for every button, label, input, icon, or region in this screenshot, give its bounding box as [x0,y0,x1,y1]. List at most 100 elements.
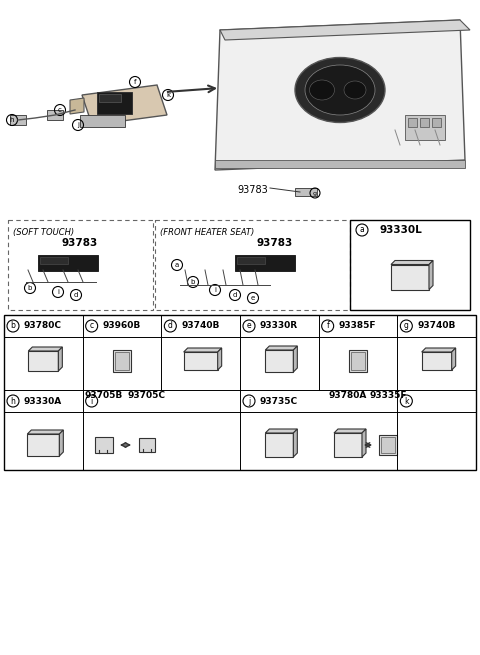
FancyBboxPatch shape [10,115,26,125]
Text: (FRONT HEATER SEAT): (FRONT HEATER SEAT) [160,228,254,237]
Text: 93780A: 93780A [329,390,367,400]
FancyBboxPatch shape [381,437,395,453]
Text: f: f [326,322,329,331]
Text: c: c [90,322,94,331]
Text: i: i [214,287,216,293]
Text: 93330L: 93330L [380,225,423,235]
Bar [350,220,470,310]
Polygon shape [184,348,222,352]
Text: 93740B: 93740B [181,322,220,331]
Ellipse shape [295,58,385,122]
Text: 93705C: 93705C [128,390,166,400]
Ellipse shape [305,65,375,115]
FancyBboxPatch shape [38,255,98,271]
Text: j: j [77,122,79,128]
Polygon shape [362,429,366,457]
FancyBboxPatch shape [379,435,397,455]
FancyBboxPatch shape [115,352,129,370]
FancyBboxPatch shape [215,160,465,168]
Text: 93330R: 93330R [260,322,298,331]
Polygon shape [27,430,63,434]
Text: h: h [11,396,15,405]
Text: a: a [175,262,179,268]
Text: b: b [11,322,15,331]
FancyBboxPatch shape [265,433,293,457]
Text: b: b [28,285,32,291]
Polygon shape [391,261,433,265]
Text: 93330A: 93330A [24,396,62,405]
Text: 93783: 93783 [62,238,98,248]
Text: g: g [313,191,317,195]
Polygon shape [28,347,62,351]
Polygon shape [334,429,366,433]
Bar [8,220,153,310]
Text: 93783: 93783 [257,238,293,248]
Text: 93740B: 93740B [417,322,456,331]
Polygon shape [421,348,456,352]
Polygon shape [429,261,433,290]
Text: 93735C: 93735C [260,396,298,405]
FancyBboxPatch shape [80,115,125,127]
FancyBboxPatch shape [40,257,68,264]
Text: (SOFT TOUCH): (SOFT TOUCH) [13,228,74,237]
FancyBboxPatch shape [97,92,132,114]
FancyBboxPatch shape [405,115,445,140]
Polygon shape [217,348,222,370]
Bar [4,315,476,470]
FancyBboxPatch shape [421,352,452,370]
FancyBboxPatch shape [334,433,362,457]
FancyBboxPatch shape [265,350,293,372]
Polygon shape [70,98,84,114]
FancyBboxPatch shape [235,255,295,271]
Polygon shape [215,20,465,170]
Text: f: f [134,79,136,85]
Text: 93780C: 93780C [24,322,62,331]
Text: i: i [57,289,59,295]
Polygon shape [293,346,297,372]
Ellipse shape [310,80,335,100]
Text: c: c [58,107,62,113]
FancyBboxPatch shape [295,188,317,196]
Text: 93783: 93783 [238,185,268,195]
Text: 93960B: 93960B [103,322,141,331]
Polygon shape [82,85,167,125]
Polygon shape [452,348,456,370]
FancyBboxPatch shape [139,438,155,452]
Text: 93335F: 93335F [369,390,407,400]
FancyBboxPatch shape [113,350,131,372]
Polygon shape [59,347,62,371]
Text: g: g [404,322,409,331]
Polygon shape [60,430,63,456]
FancyBboxPatch shape [27,434,60,456]
FancyBboxPatch shape [432,118,441,127]
Text: d: d [168,322,173,331]
Bar [155,220,350,310]
FancyBboxPatch shape [349,350,367,372]
Text: e: e [247,322,252,331]
Text: a: a [360,225,364,234]
FancyBboxPatch shape [420,118,429,127]
Text: i: i [91,396,93,405]
Polygon shape [220,20,470,40]
Text: 93385F: 93385F [339,322,376,331]
Text: d: d [74,292,78,298]
Text: e: e [251,295,255,301]
Polygon shape [293,429,297,457]
FancyBboxPatch shape [47,110,63,120]
FancyBboxPatch shape [99,94,121,102]
Polygon shape [265,346,297,350]
FancyBboxPatch shape [408,118,417,127]
FancyBboxPatch shape [237,257,265,264]
Text: 93705B: 93705B [85,390,123,400]
Text: h: h [10,117,14,123]
FancyBboxPatch shape [95,437,113,453]
FancyBboxPatch shape [184,352,217,370]
FancyBboxPatch shape [351,352,365,370]
Polygon shape [265,429,297,433]
Text: b: b [191,279,195,285]
FancyBboxPatch shape [391,265,429,290]
Text: k: k [166,92,170,98]
Text: j: j [248,396,250,405]
Text: k: k [404,396,408,405]
Text: d: d [233,292,237,298]
